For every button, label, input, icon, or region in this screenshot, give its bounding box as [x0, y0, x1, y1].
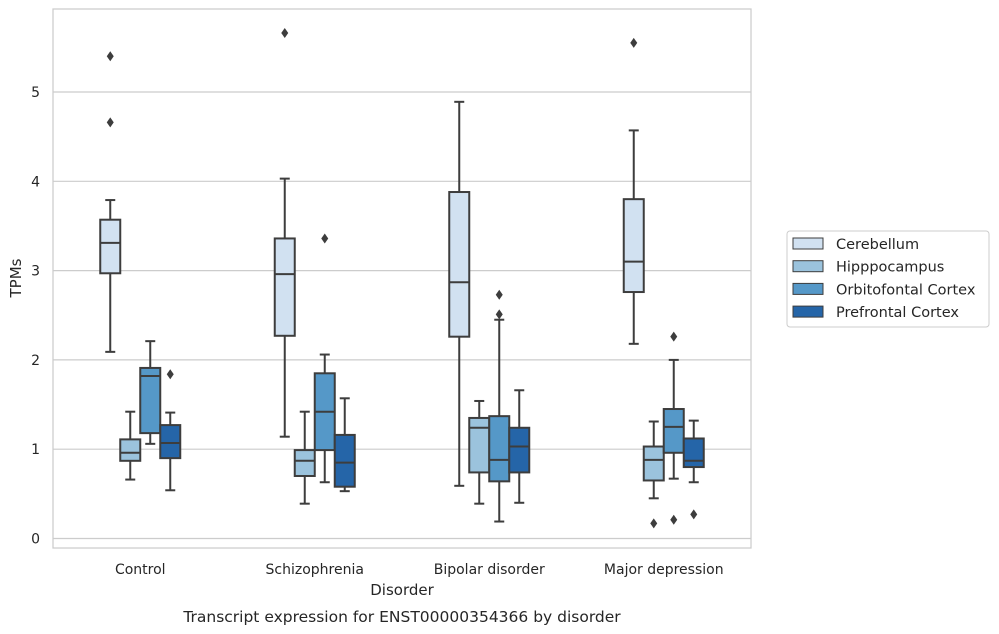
legend: Cerebellum Hipppocampus Orbitofontal Corte… [786, 230, 990, 328]
box-group [119, 410, 142, 481]
outlier-point [670, 514, 678, 525]
plot-frame [52, 8, 752, 549]
y-tick-label: 0 [31, 532, 40, 548]
legend-swatch [792, 260, 824, 273]
outlier-point [495, 289, 503, 300]
y-tick-label: 5 [31, 85, 40, 101]
box-body [488, 415, 511, 483]
x-axis-label: Disorder [370, 581, 434, 599]
box-group [273, 28, 296, 438]
legend-swatch [792, 305, 824, 318]
box-body [273, 237, 296, 337]
box-body [333, 433, 356, 488]
box-plot-series [99, 28, 705, 529]
legend-swatch [792, 237, 824, 250]
box-body [662, 408, 685, 454]
legend-label: Prefrontal Cortex [836, 305, 959, 321]
box-body [139, 366, 162, 435]
outlier-point [166, 369, 174, 380]
box-group [508, 389, 531, 504]
outlier-point [106, 51, 114, 62]
x-tick-label: Bipolar disorder [434, 562, 545, 578]
box-body [468, 416, 491, 474]
box-body [622, 198, 645, 294]
outlier-point [495, 309, 503, 320]
box-group [313, 233, 336, 484]
legend-label: Hipppocampus [836, 260, 944, 276]
box-group [159, 369, 182, 492]
outlier-point [106, 117, 114, 128]
box-body [682, 437, 705, 469]
box-group [468, 399, 491, 505]
legend-swatch [792, 282, 824, 295]
outlier-point [630, 37, 638, 48]
box-group [682, 419, 705, 520]
y-tick-label: 2 [31, 353, 40, 369]
box-body [159, 424, 182, 460]
y-tick-label: 1 [31, 442, 40, 458]
chart-caption: Transcript expression for ENST0000035436… [182, 608, 621, 626]
box-body [293, 449, 316, 477]
legend-label: Cerebellum [836, 237, 919, 253]
box-body [508, 426, 531, 474]
legend-frame [786, 230, 990, 328]
x-tick-label: Major depression [604, 562, 724, 578]
box-group [293, 410, 316, 505]
box-group [642, 420, 665, 529]
outlier-point [690, 509, 698, 520]
x-tick-label: Schizophrenia [266, 562, 364, 578]
outlier-point [281, 28, 289, 39]
box-body [642, 445, 665, 482]
x-tick-label: Control [115, 562, 166, 578]
box-group [488, 289, 511, 523]
box-body [99, 218, 122, 275]
x-tick-labels: Control Schizophrenia Bipolar disorder Majo… [115, 562, 724, 578]
legend-label: Orbitofontal Cortex [836, 282, 976, 298]
outlier-point [670, 331, 678, 342]
box-group [662, 331, 685, 525]
outlier-point [321, 233, 329, 244]
box-group [139, 340, 162, 445]
box-body [448, 191, 471, 338]
y-tick-label: 4 [31, 174, 40, 190]
box-group [622, 37, 645, 345]
outlier-point [650, 518, 658, 529]
y-tick-labels: 0 1 2 3 4 5 [31, 85, 40, 548]
y-tick-label: 3 [31, 264, 40, 280]
box-group [333, 397, 356, 493]
box-group [99, 51, 122, 353]
y-axis-label: TPMs [7, 258, 25, 298]
box-group [448, 100, 471, 487]
box-body [119, 438, 142, 462]
